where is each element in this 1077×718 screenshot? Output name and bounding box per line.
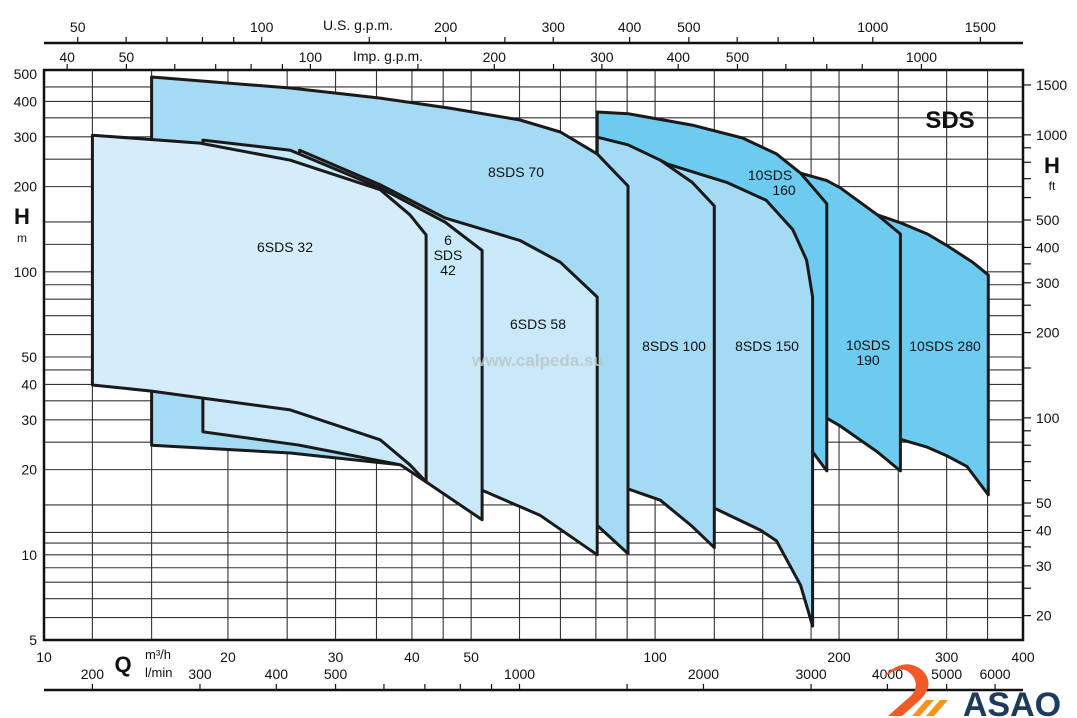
chart-title: SDS	[925, 107, 974, 134]
x-tick-label-us-gpm: 400	[618, 19, 642, 35]
x-tick-label-imp-gpm: 500	[726, 49, 750, 65]
x-tick-label-us-gpm: 300	[542, 19, 566, 35]
y-tick-label-ft: 200	[1036, 325, 1060, 341]
x-tick-label-m3h: 30	[328, 649, 344, 665]
x-tick-label-lmin: 6000	[979, 666, 1010, 682]
x-tick-label-imp-gpm: 40	[59, 49, 75, 65]
series-label: 10SDS	[748, 167, 792, 183]
watermark: www.calpeda.su	[471, 351, 604, 370]
x-tick-label-lmin: 2000	[688, 666, 719, 682]
x-tick-label-m3h: 400	[1011, 649, 1035, 665]
x-tick-label-us-gpm: 100	[250, 19, 274, 35]
logo-stripes-icon	[912, 700, 948, 716]
x-tick-label-m3h: 300	[935, 649, 959, 665]
plot-frame	[42, 68, 1025, 642]
y-tick-label-ft: 20	[1036, 608, 1052, 624]
x-tick-label-imp-gpm: 100	[299, 49, 323, 65]
x-tick-label-imp-gpm: 200	[483, 49, 507, 65]
x-tick-label-m3h: 40	[404, 649, 420, 665]
x-tick-label-m3h: 20	[220, 649, 236, 665]
x-tick-label-lmin: 5000	[931, 666, 962, 682]
x-tick-label-imp-gpm: 400	[667, 49, 691, 65]
y-tick-label-m: 20	[21, 462, 37, 478]
logo-text: ASAO	[963, 686, 1061, 718]
series-label: 42	[440, 262, 456, 278]
x-axis-unit-m3h: m³/h	[145, 647, 171, 662]
y-tick-label-m: 500	[14, 66, 38, 82]
x-tick-label-m3h: 10	[36, 649, 52, 665]
series-label: 190	[856, 352, 880, 368]
x-tick-label-lmin: 200	[81, 666, 105, 682]
x-tick-label-lmin: 3000	[796, 666, 827, 682]
y-tick-label-m: 5	[29, 632, 37, 648]
x-axis-title-imp-gpm: Imp. g.p.m.	[353, 48, 423, 64]
y-tick-label-m: 50	[21, 349, 37, 365]
x-tick-label-m3h: 200	[827, 649, 851, 665]
x-tick-label-imp-gpm: 1000	[906, 49, 937, 65]
x-tick-label-us-gpm: 500	[677, 19, 701, 35]
x-tick-label-lmin: 500	[324, 666, 348, 682]
asao-logo: ASAO	[884, 664, 1061, 718]
logo-mark-icon	[884, 664, 929, 716]
pump-curves	[90, 75, 990, 628]
y-tick-label-ft: 100	[1036, 410, 1060, 426]
x-tick-label-us-gpm: 200	[434, 19, 458, 35]
x-tick-label-m3h: 100	[643, 649, 667, 665]
x-tick-label-imp-gpm: 300	[590, 49, 614, 65]
x-tick-label-m3h: 50	[463, 649, 479, 665]
x-tick-label-lmin: 1000	[504, 666, 535, 682]
y-axis-unit-right: ft	[1049, 179, 1056, 193]
y-tick-label-ft: 40	[1036, 522, 1052, 538]
x-tick-label-us-gpm: 1000	[857, 19, 888, 35]
series-label: 8SDS 70	[488, 164, 544, 180]
y-axis-unit-left: m	[17, 231, 27, 245]
y-tick-label-ft: 1000	[1036, 127, 1067, 143]
y-axis-title-right: H	[1044, 153, 1060, 178]
y-tick-label-ft: 400	[1036, 239, 1060, 255]
series-label: 10SDS	[846, 337, 890, 353]
y-axis-title-left: H	[14, 204, 30, 229]
y-tick-label-m: 100	[14, 264, 38, 280]
series-label: SDS	[434, 247, 463, 263]
y-tick-label-ft: 1500	[1036, 77, 1067, 93]
y-tick-label-ft: 500	[1036, 212, 1060, 228]
axes: 5102030405010020030040050020304050100200…	[14, 19, 1067, 692]
series-label: 160	[772, 182, 796, 198]
series-label: 6	[444, 232, 452, 248]
series-label: 6SDS 32	[257, 239, 313, 255]
x-axis-unit-lmin: l/min	[145, 665, 172, 680]
x-axis-title: Q	[114, 652, 131, 677]
y-tick-label-m: 300	[14, 129, 38, 145]
x-tick-label-us-gpm: 1500	[965, 19, 996, 35]
series-label: 8SDS 100	[642, 338, 706, 354]
x-axis-title-us-gpm: U.S. g.p.m.	[323, 17, 393, 33]
series-label: 8SDS 150	[735, 338, 799, 354]
x-tick-label-lmin: 300	[188, 666, 212, 682]
x-tick-label-lmin: 400	[265, 666, 289, 682]
y-tick-label-ft: 300	[1036, 275, 1060, 291]
pump-area-6sds-32	[90, 133, 428, 484]
x-tick-label-us-gpm: 50	[70, 19, 86, 35]
y-tick-label-ft: 50	[1036, 495, 1052, 511]
y-tick-label-m: 40	[21, 376, 37, 392]
y-tick-label-ft: 30	[1036, 558, 1052, 574]
series-label: 6SDS 58	[510, 316, 566, 332]
x-tick-label-imp-gpm: 50	[119, 49, 135, 65]
y-tick-label-m: 400	[14, 93, 38, 109]
series-label: 10SDS 280	[909, 338, 981, 354]
y-tick-label-m: 200	[14, 179, 38, 195]
y-tick-label-m: 10	[21, 547, 37, 563]
y-tick-label-m: 30	[21, 412, 37, 428]
